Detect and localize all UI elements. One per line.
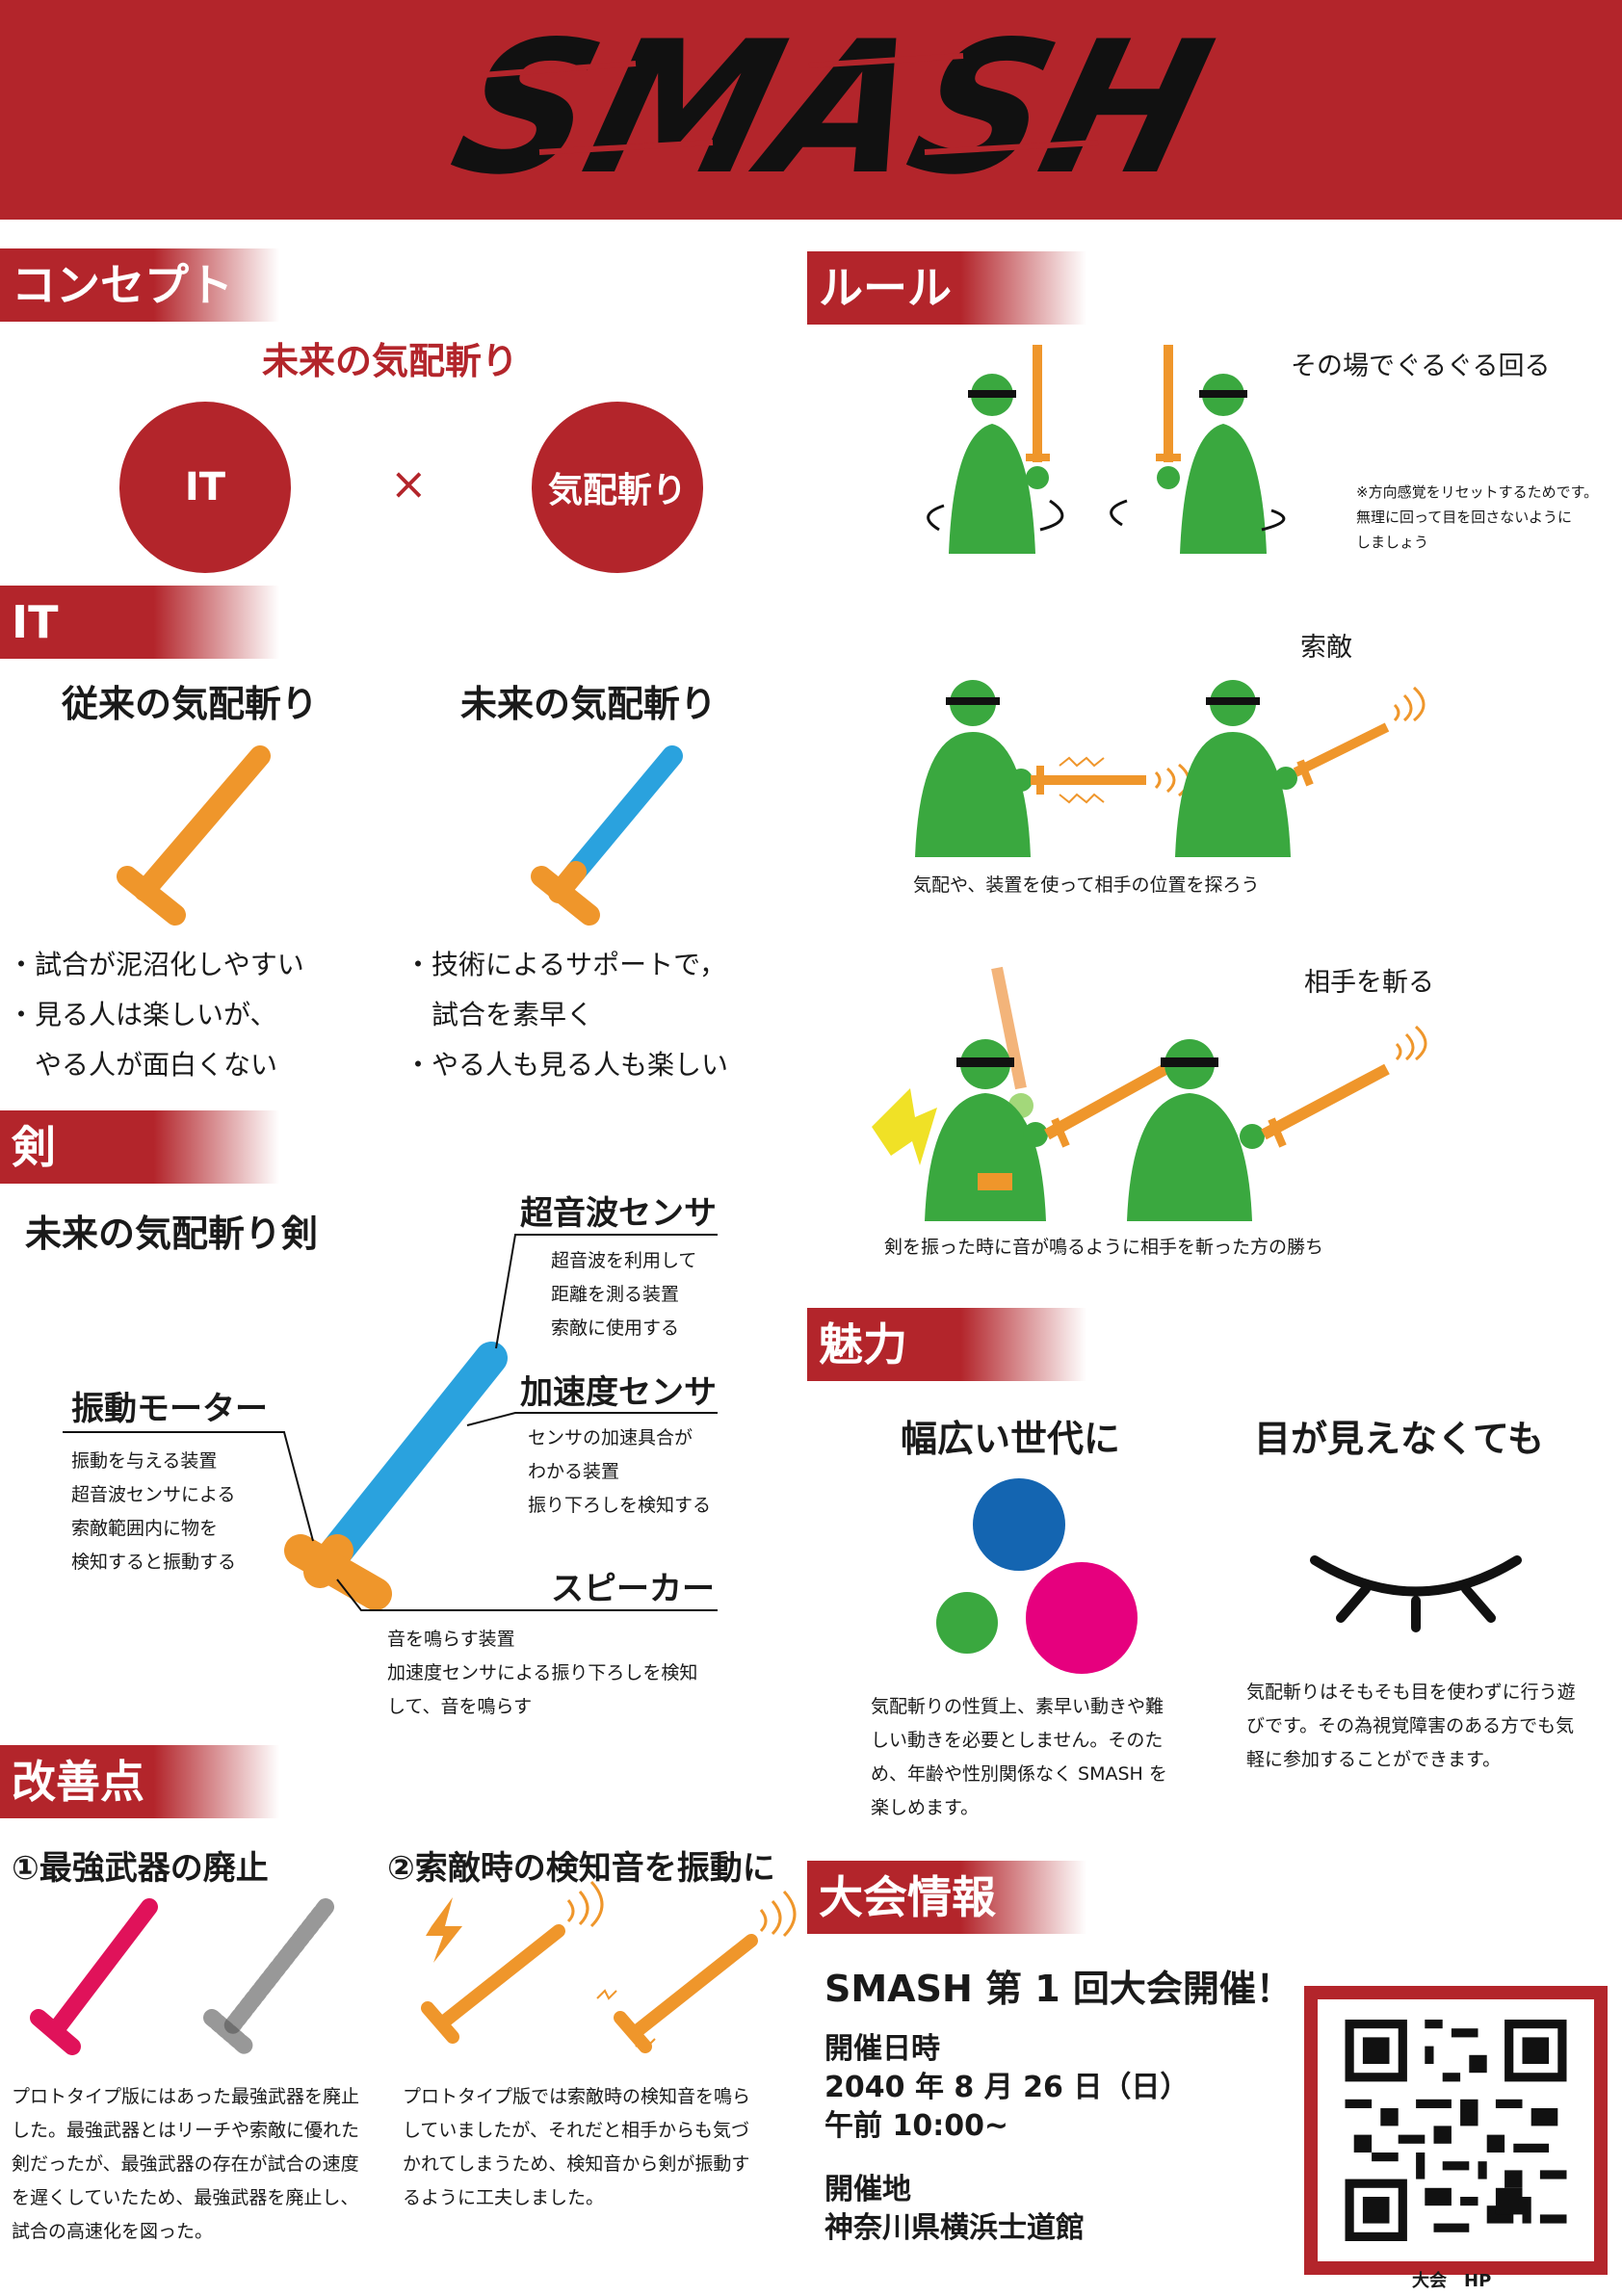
- appeal-col1-title: 幅広い世代に: [901, 1418, 1121, 1460]
- appeal-col2-desc: 気配斬りはそもそも目を使わずに行う遊 びです。その為視覚障害のある方でも気 軽に…: [1246, 1682, 1576, 1770]
- spinning-players-figure: [927, 345, 1286, 554]
- improve-1-title: ①最強武器の廃止: [12, 1849, 269, 1888]
- strike-players-figure: [872, 966, 1427, 1221]
- ultrasonic-label: 超音波センサ: [520, 1194, 717, 1233]
- concept-heading: コンセプト: [0, 248, 279, 322]
- qr-caption: 大会 HP: [1412, 2271, 1492, 2291]
- speaker-label: スピーカー: [551, 1570, 715, 1608]
- sword-title: 未来の気配斬り剣: [25, 1213, 319, 1255]
- rules-heading: ルール: [807, 251, 1086, 325]
- speaker-desc: 音を鳴らす装置 加速度センサによる振り下ろしを検知 して、音を鳴らす: [387, 1629, 698, 1717]
- appeal-col1-desc: 気配斬りの性質上、素早い動きや難 しい動きを必要としません。そのた め、年齢や性…: [871, 1696, 1167, 1818]
- kehai-circle: 気配斬り: [532, 402, 703, 573]
- qr-code-icon[interactable]: [1338, 2020, 1574, 2241]
- future-sword-diagram: [284, 1342, 508, 1610]
- removed-weapon-icons: [30, 1898, 334, 2055]
- vibration-sword-icons: [421, 1880, 797, 2053]
- player-figure: [927, 345, 1064, 554]
- motor-desc: 振動を与える装置 超音波センサによる 索敵範囲内に物を 検知すると振動する: [71, 1450, 237, 1573]
- concept-tagline: 未来の気配斬り: [262, 340, 519, 382]
- player-figure: [1110, 345, 1286, 554]
- new-title: 未来の気配斬り: [460, 683, 718, 725]
- accel-label: 加速度センサ: [520, 1373, 717, 1412]
- improve-heading: 改善点: [0, 1745, 279, 1818]
- closed-eye-icon: [1310, 1555, 1522, 1632]
- sword-heading: 剣: [0, 1110, 279, 1184]
- ultrasonic-desc: 超音波を利用して 距離を測る装置 索敵に使用する: [551, 1250, 697, 1339]
- event-heading: 大会情報: [807, 1861, 1086, 1934]
- appeal-col2-title: 目が見えなくても: [1254, 1418, 1544, 1460]
- logo-text: SMASH: [435, 2, 1229, 216]
- motor-label: 振動モーター: [71, 1390, 268, 1428]
- old-title: 従来の気配斬り: [62, 683, 319, 725]
- rule-step1: その場でぐるぐる回る: [1291, 352, 1551, 381]
- it-circle: IT: [119, 402, 291, 573]
- improve-2-title: ②索敵時の検知音を振動に: [387, 1849, 775, 1888]
- improve-2-desc: プロトタイプ版では索敵時の検知音を鳴ら していましたが、それだと相手からも気づ …: [403, 2086, 751, 2208]
- generations-circles-icon: [936, 1478, 1138, 1674]
- accel-desc: センサの加速具合が わかる装置 振り下ろしを検知する: [528, 1427, 712, 1516]
- smash-logo: SMASH: [435, 2, 1229, 216]
- new-points: ・技術によるサポートで， 試合を素早く ・やる人も見る人も楽しい: [405, 949, 729, 1081]
- orange-sword-icon: [117, 745, 271, 926]
- improve-1-desc: プロトタイプ版にはあった最強武器を廃止 した。最強武器とはリーチや索敵に優れた …: [12, 2086, 360, 2242]
- old-points: ・試合が泥沼化しやすい ・見る人は楽しいが、 やる人が面白くない: [8, 949, 304, 1081]
- appeal-heading: 魅力: [807, 1308, 1086, 1381]
- times-symbol: ×: [390, 457, 428, 509]
- event-headline: SMASH 第 1 回大会開催！: [824, 1968, 1293, 2010]
- rule-step3-caption: 剣を振った時に音が鳴るように相手を斬った方の勝ち: [884, 1237, 1324, 1258]
- it-heading: IT: [0, 586, 279, 659]
- event-venue-block: 開催地 神奈川県横浜士道館: [824, 2173, 1085, 2245]
- search-players-figure: [915, 680, 1426, 857]
- header-banner: [0, 0, 1622, 220]
- rule-step2-caption: 気配や、装置を使って相手の位置を探ろう: [913, 874, 1260, 896]
- event-date-block: 開催日時 2040 年 8 月 26 日（日） 午前 10:00~: [824, 2032, 1190, 2143]
- blue-sword-icon: [531, 745, 683, 926]
- rule-note: ※方向感覚をリセットするためです。 無理に回って目を回さないように しましょう: [1356, 483, 1599, 551]
- qr-frame[interactable]: [1304, 1986, 1608, 2275]
- rule-step2: 索敵: [1300, 633, 1352, 663]
- rule-step3: 相手を斬る: [1304, 968, 1434, 998]
